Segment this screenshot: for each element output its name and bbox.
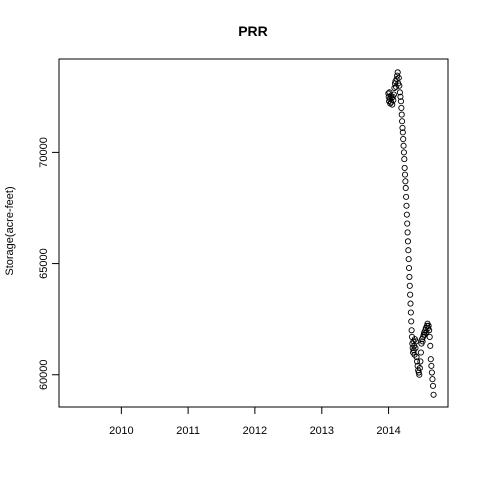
data-point (429, 376, 436, 383)
data-point (406, 273, 413, 280)
data-point (404, 238, 411, 245)
data-point (408, 327, 415, 334)
data-point (397, 98, 405, 105)
y-tick-label: 65000 (38, 248, 50, 279)
data-point (405, 247, 412, 254)
data-point (427, 356, 434, 363)
data-point (396, 82, 403, 89)
data-point (413, 353, 420, 361)
y-tick-label: 70000 (38, 137, 50, 168)
data-point (407, 300, 414, 307)
chart-title: PRR (238, 23, 268, 39)
data-point (427, 342, 434, 349)
data-point (403, 202, 410, 209)
data-point (394, 69, 401, 76)
data-point (399, 118, 406, 125)
data-points (385, 69, 437, 398)
data-point (400, 142, 407, 149)
data-point (419, 338, 426, 345)
data-point (402, 178, 409, 185)
data-point (417, 358, 424, 365)
x-axis: 2010 2011 2012 2013 2014 (109, 407, 401, 437)
data-point (401, 156, 408, 163)
x-tick-label: 2013 (310, 425, 334, 437)
data-point (407, 291, 414, 298)
plot-frame (58, 58, 449, 408)
x-tick-label: 2010 (109, 425, 133, 437)
data-point (417, 349, 424, 356)
data-point (398, 104, 405, 111)
data-point (416, 371, 423, 378)
data-point (407, 309, 414, 316)
data-point (426, 327, 433, 334)
data-point (428, 362, 435, 369)
data-point (406, 282, 413, 289)
data-point (400, 149, 407, 156)
data-point (397, 93, 404, 100)
data-point (429, 382, 437, 389)
x-tick-label: 2014 (376, 425, 400, 437)
data-point (401, 171, 409, 178)
data-point (426, 333, 433, 341)
data-point (402, 184, 409, 192)
data-point (405, 256, 412, 263)
y-axis: 60000 65000 70000 (38, 137, 59, 390)
data-point (404, 229, 411, 236)
data-point (391, 84, 398, 91)
data-point (403, 193, 410, 200)
data-point (396, 89, 403, 96)
y-tick-label: 60000 (38, 359, 50, 390)
data-point (425, 322, 432, 329)
data-point (430, 391, 437, 398)
data-point (389, 101, 396, 108)
y-axis-label: Storage(acre-feet) (4, 186, 16, 275)
data-point (414, 358, 421, 365)
x-tick-label: 2012 (243, 425, 267, 437)
data-point (404, 220, 411, 227)
x-tick-label: 2011 (176, 425, 200, 437)
data-point (408, 318, 415, 325)
data-point (405, 264, 413, 272)
data-point (395, 74, 402, 81)
data-point (412, 338, 420, 345)
data-point (401, 164, 408, 172)
data-point (400, 136, 407, 143)
data-point (412, 345, 419, 352)
data-point (428, 369, 435, 376)
data-point (403, 211, 410, 218)
data-point (390, 91, 397, 98)
data-point (416, 365, 423, 372)
data-point (399, 129, 406, 136)
data-point (398, 111, 405, 118)
data-point (399, 124, 406, 131)
